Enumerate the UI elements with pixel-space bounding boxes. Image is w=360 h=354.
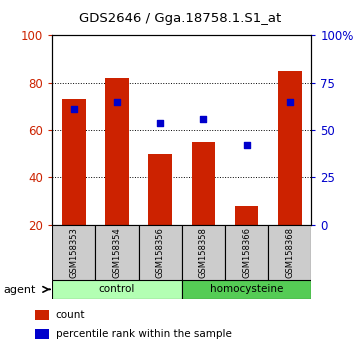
Text: control: control <box>99 284 135 295</box>
Text: GSM158366: GSM158366 <box>242 227 251 278</box>
Text: GDS2646 / Gga.18758.1.S1_at: GDS2646 / Gga.18758.1.S1_at <box>79 12 281 25</box>
Text: percentile rank within the sample: percentile rank within the sample <box>56 329 231 339</box>
Text: GSM158368: GSM158368 <box>285 227 294 278</box>
Bar <box>192 142 215 225</box>
Point <box>201 116 206 121</box>
Bar <box>52 280 182 299</box>
Bar <box>148 154 172 225</box>
Point <box>244 142 249 148</box>
Point <box>114 99 120 104</box>
Bar <box>235 206 258 225</box>
Point <box>157 120 163 125</box>
Bar <box>35 309 49 320</box>
Point <box>71 107 77 112</box>
Text: homocysteine: homocysteine <box>210 284 283 295</box>
Text: GSM158353: GSM158353 <box>69 227 78 278</box>
Bar <box>105 78 129 225</box>
Text: agent: agent <box>4 285 36 295</box>
Bar <box>182 225 225 280</box>
Text: GSM158358: GSM158358 <box>199 227 208 278</box>
Bar <box>52 225 95 280</box>
Text: GSM158354: GSM158354 <box>112 227 122 278</box>
Point <box>287 99 293 104</box>
Text: count: count <box>56 309 85 320</box>
Bar <box>62 99 86 225</box>
Text: GSM158356: GSM158356 <box>156 227 165 278</box>
Bar <box>35 329 49 339</box>
Bar <box>278 71 302 225</box>
Bar <box>182 280 311 299</box>
Bar <box>225 225 268 280</box>
Bar <box>95 225 139 280</box>
Bar <box>268 225 311 280</box>
Bar <box>139 225 182 280</box>
